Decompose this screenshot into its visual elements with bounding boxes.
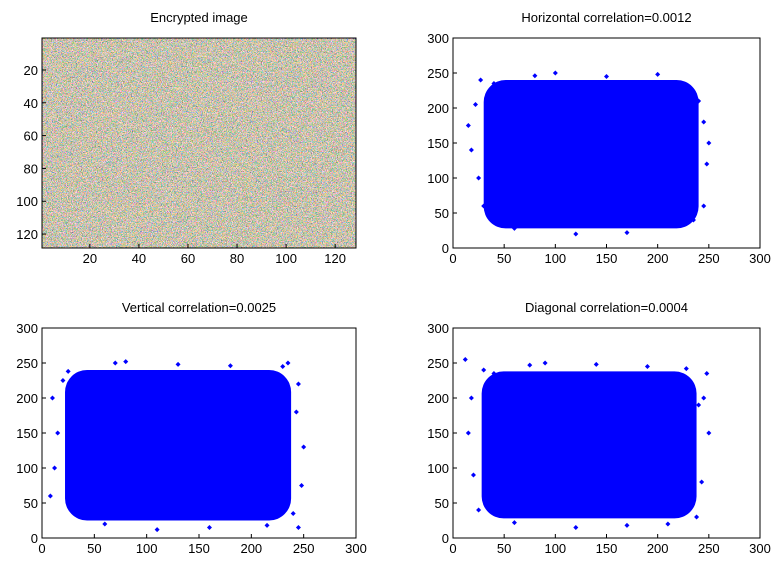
dense-points bbox=[65, 370, 291, 521]
axes-title: Encrypted image bbox=[150, 10, 248, 25]
y-tick-label: 300 bbox=[427, 31, 449, 46]
y-tick-label: 0 bbox=[442, 531, 449, 546]
y-tick-label: 200 bbox=[16, 391, 38, 406]
x-tick-label: 300 bbox=[345, 541, 367, 556]
y-tick-label: 100 bbox=[427, 461, 449, 476]
x-tick-label: 100 bbox=[544, 251, 566, 266]
x-tick-label: 20 bbox=[83, 251, 97, 266]
x-tick-label: 300 bbox=[749, 251, 771, 266]
x-tick-label: 60 bbox=[181, 251, 195, 266]
y-tick-label: 60 bbox=[24, 129, 38, 144]
axes-title: Horizontal correlation=0.0012 bbox=[521, 10, 691, 25]
y-tick-label: 0 bbox=[442, 241, 449, 256]
x-tick-label: 50 bbox=[497, 251, 511, 266]
x-tick-label: 200 bbox=[647, 251, 669, 266]
x-tick-label: 50 bbox=[497, 541, 511, 556]
y-tick-label: 200 bbox=[427, 391, 449, 406]
y-tick-label: 150 bbox=[427, 426, 449, 441]
x-tick-label: 300 bbox=[749, 541, 771, 556]
y-tick-label: 20 bbox=[24, 63, 38, 78]
x-tick-label: 50 bbox=[87, 541, 101, 556]
y-tick-label: 50 bbox=[24, 496, 38, 511]
x-tick-label: 250 bbox=[698, 251, 720, 266]
image-pixels bbox=[42, 38, 356, 248]
x-tick-label: 40 bbox=[132, 251, 146, 266]
y-tick-label: 250 bbox=[427, 356, 449, 371]
y-tick-label: 40 bbox=[24, 96, 38, 111]
y-tick-label: 200 bbox=[427, 101, 449, 116]
x-tick-label: 150 bbox=[596, 541, 618, 556]
y-tick-label: 120 bbox=[16, 227, 38, 242]
y-tick-label: 100 bbox=[427, 171, 449, 186]
axes-title: Diagonal correlation=0.0004 bbox=[525, 300, 688, 315]
x-tick-label: 0 bbox=[449, 541, 456, 556]
x-tick-label: 0 bbox=[449, 251, 456, 266]
y-tick-label: 100 bbox=[16, 194, 38, 209]
x-tick-label: 200 bbox=[240, 541, 262, 556]
x-tick-label: 100 bbox=[275, 251, 297, 266]
y-tick-label: 150 bbox=[427, 136, 449, 151]
y-tick-label: 100 bbox=[16, 461, 38, 476]
y-tick-label: 0 bbox=[31, 531, 38, 546]
y-tick-label: 50 bbox=[435, 206, 449, 221]
x-tick-label: 120 bbox=[324, 251, 346, 266]
dense-points bbox=[484, 80, 699, 228]
x-tick-label: 100 bbox=[544, 541, 566, 556]
x-tick-label: 250 bbox=[698, 541, 720, 556]
x-tick-label: 150 bbox=[596, 251, 618, 266]
page: 20 40 60 80 100 120 20 40 60 80 100 120 Encrypted im… bbox=[0, 0, 772, 563]
x-tick-label: 200 bbox=[647, 541, 669, 556]
x-tick-label: 100 bbox=[136, 541, 158, 556]
figure: 20 40 60 80 100 120 20 40 60 80 100 120 Encrypted im… bbox=[0, 0, 772, 558]
x-tick-label: 0 bbox=[38, 541, 45, 556]
y-tick-label: 250 bbox=[427, 66, 449, 81]
x-tick-label: 80 bbox=[230, 251, 244, 266]
y-tick-label: 150 bbox=[16, 426, 38, 441]
y-tick-label: 300 bbox=[16, 321, 38, 336]
x-tick-label: 150 bbox=[188, 541, 210, 556]
y-tick-label: 300 bbox=[427, 321, 449, 336]
y-tick-label: 50 bbox=[435, 496, 449, 511]
x-tick-label: 250 bbox=[293, 541, 315, 556]
dense-points bbox=[482, 371, 697, 518]
y-tick-label: 80 bbox=[24, 161, 38, 176]
axes-title: Vertical correlation=0.0025 bbox=[122, 300, 276, 315]
y-tick-label: 250 bbox=[16, 356, 38, 371]
